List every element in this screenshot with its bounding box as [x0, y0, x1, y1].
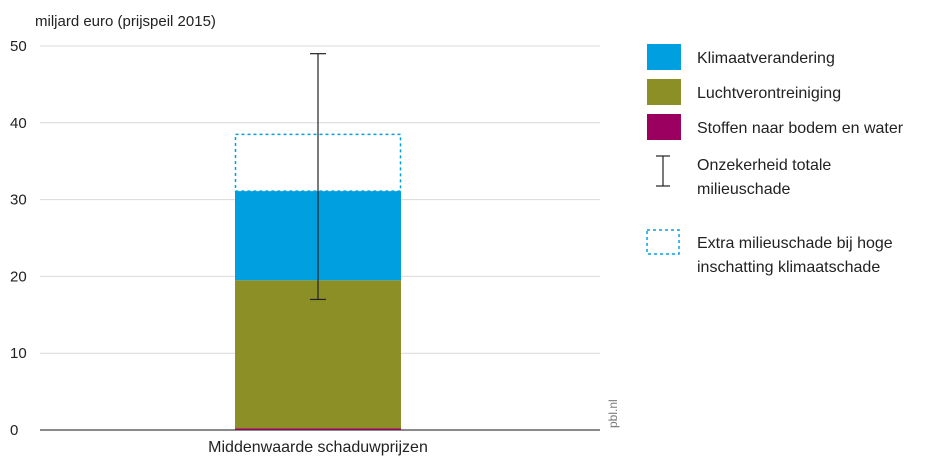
legend-dashed-swatch — [646, 229, 680, 255]
legend-item: Luchtverontreiniging — [647, 79, 841, 105]
y-tick-label: 40 — [10, 115, 27, 132]
y-tick-label: 10 — [10, 345, 27, 362]
legend-label: Luchtverontreiniging — [697, 85, 841, 102]
legend-label: Klimaatverandering — [697, 50, 835, 67]
legend-item: Onzekerheid totale milieuschade — [656, 155, 831, 198]
legend: Klimaatverandering Luchtverontreiniging St… — [646, 44, 904, 276]
y-axis-title: miljard euro (prijspeil 2015) — [35, 13, 216, 30]
legend-label: Extra milieuschade bij hoge — [697, 235, 893, 252]
extra-damage-box — [234, 133, 402, 192]
legend-item: Klimaatverandering — [647, 44, 835, 70]
legend-swatch — [647, 114, 681, 140]
y-tick-label: 50 — [10, 38, 27, 55]
legend-label: inschatting klimaatschade — [697, 259, 880, 276]
legend-swatch — [647, 79, 681, 105]
category-label: Middenwaarde schaduwprijzen — [208, 439, 428, 456]
legend-item: Extra milieuschade bij hoge inschatting k… — [646, 229, 893, 276]
legend-label: milieuschade — [697, 181, 790, 198]
legend-label: Stoffen naar bodem en water — [697, 120, 904, 137]
category-labels: Middenwaarde schaduwprijzen — [208, 439, 428, 456]
bar-segment — [235, 280, 401, 429]
y-tick-label: 0 — [10, 422, 18, 439]
y-tick-labels: 0 10 20 30 40 50 — [10, 38, 27, 439]
error-bar — [310, 53, 326, 301]
y-tick-label: 30 — [10, 192, 27, 209]
legend-swatch — [647, 44, 681, 70]
legend-label: Onzekerheid totale — [697, 157, 831, 174]
y-tick-label: 20 — [10, 268, 27, 285]
source-label: pbl.nl — [606, 399, 620, 428]
legend-item: Stoffen naar bodem en water — [647, 114, 904, 140]
bar-segment — [235, 428, 401, 430]
